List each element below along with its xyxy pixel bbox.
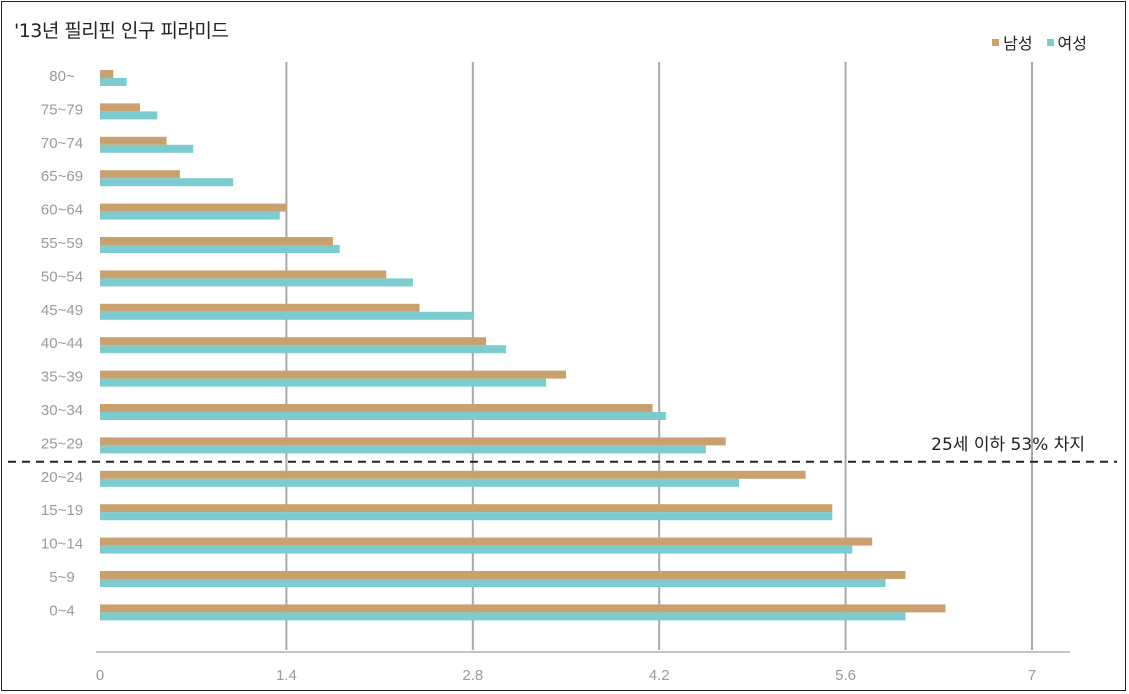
bar-male-7 (100, 303, 420, 312)
y-tick-label-6: 50~54 (41, 268, 83, 285)
bar-male-13 (100, 504, 833, 513)
chart-title: '13년 필리핀 인구 피라미드 (14, 20, 229, 42)
legend-swatch-female (1046, 38, 1054, 46)
bar-female-11 (100, 445, 706, 454)
bar-female-13 (100, 512, 833, 521)
legend-item-female: 여성 (1046, 30, 1087, 54)
x-tick-label-0: 0 (96, 667, 104, 684)
bar-female-3 (100, 178, 234, 187)
bar-female-7 (100, 311, 473, 320)
x-tick-label-2: 2.8 (462, 667, 483, 684)
legend-item-male: 남성 (992, 30, 1033, 54)
bar-female-5 (100, 245, 340, 253)
y-tick-label-11: 25~29 (41, 435, 83, 452)
y-tick-label-13: 15~19 (41, 502, 83, 519)
x-tick-label-5: 7 (1028, 667, 1036, 684)
bar-male-2 (100, 136, 167, 145)
y-tick-label-1: 75~79 (41, 101, 83, 118)
chart-legend: 남성 여성 (992, 30, 1087, 54)
bar-female-0 (100, 78, 127, 86)
y-tick-label-12: 20~24 (41, 469, 83, 486)
bar-male-16 (100, 604, 946, 613)
bar-female-16 (100, 612, 906, 621)
y-tick-label-0: 80~ (49, 68, 75, 85)
y-tick-label-16: 0~4 (49, 602, 74, 619)
y-tick-label-2: 70~74 (41, 135, 83, 152)
bar-male-1 (100, 103, 140, 112)
bar-male-6 (100, 270, 387, 279)
bar-female-1 (100, 111, 158, 120)
bar-male-11 (100, 437, 726, 446)
legend-label-female: 여성 (1057, 34, 1087, 53)
y-tick-label-4: 60~64 (41, 202, 83, 219)
x-tick-label-4: 5.6 (835, 667, 856, 684)
bar-female-8 (100, 345, 507, 354)
x-tick-label-3: 4.2 (649, 667, 670, 684)
bar-female-9 (100, 378, 547, 387)
bar-male-10 (100, 404, 653, 412)
y-tick-label-15: 5~9 (49, 569, 74, 586)
bar-male-9 (100, 370, 566, 379)
y-tick-label-9: 35~39 (41, 369, 83, 386)
bar-male-12 (100, 470, 806, 479)
x-tick-label-1: 1.4 (276, 667, 297, 684)
y-tick-label-8: 40~44 (41, 335, 83, 352)
bar-male-0 (100, 70, 114, 78)
bar-male-4 (100, 203, 287, 212)
annotation-label: 25세 이하 53% 차지 (931, 435, 1085, 455)
y-tick-label-5: 55~59 (41, 235, 83, 252)
bar-female-15 (100, 579, 886, 587)
y-tick-label-14: 10~14 (41, 536, 83, 553)
y-tick-label-10: 30~34 (41, 402, 83, 419)
y-tick-label-7: 45~49 (41, 302, 83, 319)
legend-swatch-male (992, 38, 1000, 46)
bar-female-6 (100, 278, 413, 287)
bar-female-2 (100, 144, 194, 153)
bar-male-5 (100, 237, 333, 245)
bar-female-14 (100, 545, 853, 554)
bar-male-8 (100, 337, 487, 346)
bar-male-15 (100, 571, 906, 579)
bar-male-3 (100, 170, 180, 179)
bar-female-10 (100, 412, 666, 420)
bar-female-12 (100, 478, 740, 487)
bar-male-14 (100, 537, 873, 546)
legend-label-male: 남성 (1003, 34, 1033, 53)
bar-female-4 (100, 211, 280, 220)
y-tick-label-3: 65~69 (41, 168, 83, 185)
